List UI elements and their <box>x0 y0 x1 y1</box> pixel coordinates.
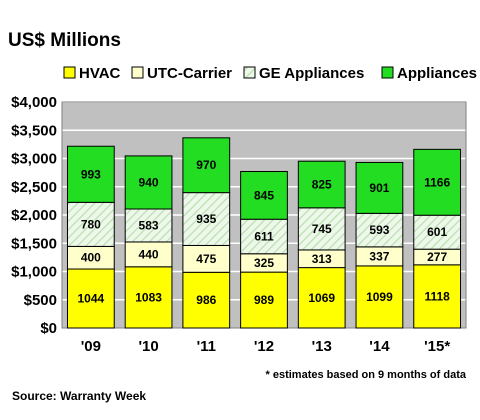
data-label-utc-carrier-14: 337 <box>369 249 389 263</box>
data-label-hvac-15: 1118 <box>424 289 450 303</box>
bar-appliances-14 <box>355 161 404 214</box>
data-label-ge-appliances-13: 745 <box>312 222 332 236</box>
y-tick-label: $3,500 <box>11 122 57 139</box>
legend-swatch-appliances <box>381 66 394 79</box>
bar-ge-appliances-12 <box>240 218 288 255</box>
bar-ge-appliances-13 <box>297 207 346 251</box>
x-tick-label: '13 <box>312 338 332 355</box>
data-label-hvac-14: 1099 <box>366 290 393 304</box>
bar-ge-appliances-09 <box>66 201 115 247</box>
y-tick-label: $2,000 <box>11 207 57 224</box>
data-label-hvac-11: 986 <box>196 293 216 307</box>
data-label-ge-appliances-15: 601 <box>427 225 447 239</box>
x-tick-label: '09 <box>81 338 101 355</box>
bar-ge-appliances-15 <box>413 214 462 250</box>
data-label-ge-appliances-09: 780 <box>81 217 101 231</box>
data-label-hvac-12: 989 <box>254 293 274 307</box>
x-tick-label: '10 <box>138 338 158 355</box>
y-tick-label: $3,000 <box>11 151 57 168</box>
data-label-utc-carrier-12: 325 <box>254 256 274 270</box>
data-label-hvac-13: 1069 <box>308 291 335 305</box>
x-tick-label: '14 <box>369 338 390 355</box>
bar-appliances-10 <box>124 155 173 210</box>
data-label-appliances-13: 825 <box>312 178 332 192</box>
data-label-ge-appliances-12: 611 <box>254 229 274 243</box>
legend-swatch-utc-carrier <box>131 66 144 79</box>
bar-utc-carrier-11 <box>182 244 231 273</box>
legend-label-appliances: Appliances <box>397 65 477 82</box>
legend-label-ge-appliances: GE Appliances <box>259 65 364 82</box>
y-tick-label: $4,000 <box>11 94 57 111</box>
bar-hvac-12 <box>240 271 288 329</box>
bar-hvac-10 <box>124 266 173 329</box>
bar-hvac-09 <box>66 268 115 329</box>
data-label-appliances-12: 845 <box>254 188 274 202</box>
y-tick-label: $500 <box>24 292 57 309</box>
data-label-appliances-10: 940 <box>139 175 159 189</box>
data-label-hvac-10: 1083 <box>135 290 162 304</box>
legend-label-utc-carrier: UTC-Carrier <box>147 65 232 82</box>
bar-ge-appliances-11 <box>182 192 231 246</box>
bar-hvac-13 <box>297 267 346 329</box>
x-tick-label: '12 <box>254 338 274 355</box>
bar-appliances-09 <box>66 145 115 203</box>
data-label-utc-carrier-13: 313 <box>312 252 332 266</box>
data-label-appliances-14: 901 <box>369 181 389 195</box>
data-label-appliances-15: 1166 <box>424 175 450 189</box>
bar-appliances-11 <box>182 137 231 194</box>
data-label-appliances-09: 993 <box>81 167 101 181</box>
bar-appliances-15 <box>413 148 462 216</box>
bar-appliances-13 <box>297 160 346 209</box>
data-label-utc-carrier-11: 475 <box>196 252 216 266</box>
legend: HVAC UTC-Carrier GE Appliances Appliances <box>63 65 477 82</box>
data-label-ge-appliances-10: 583 <box>139 218 159 232</box>
bar-ge-appliances-14 <box>355 212 404 248</box>
y-tick-label: $1,500 <box>11 235 57 252</box>
bar-hvac-15 <box>413 264 462 329</box>
x-tick-label: '15* <box>424 338 450 355</box>
y-tick-label: $0 <box>40 320 57 337</box>
data-label-ge-appliances-11: 935 <box>196 212 216 226</box>
legend-swatch-ge-appliances <box>243 66 256 79</box>
y-tick-label: $1,000 <box>11 264 57 281</box>
data-label-hvac-09: 1044 <box>78 292 105 306</box>
footnote: * estimates based on 9 months of data <box>266 369 467 381</box>
data-label-utc-carrier-10: 440 <box>139 247 159 261</box>
bar-appliances-12 <box>240 170 288 220</box>
legend-label-hvac: HVAC <box>79 65 121 82</box>
y-tick-label: $2,500 <box>11 179 57 196</box>
bar-hvac-11 <box>182 271 231 329</box>
bar-hvac-14 <box>355 265 404 329</box>
legend-swatch-hvac <box>63 66 76 79</box>
data-label-ge-appliances-14: 593 <box>369 223 389 237</box>
data-label-utc-carrier-15: 277 <box>427 250 447 264</box>
data-label-appliances-11: 970 <box>196 158 216 172</box>
data-label-utc-carrier-09: 400 <box>81 251 101 265</box>
source-note: Source: Warranty Week <box>12 389 146 403</box>
chart-title: US$ Millions <box>8 30 121 51</box>
plot-area: $0 $500 $1,000 $1,500 $2,000 $2,500 $3,000 $3,5… <box>11 94 467 355</box>
x-tick-label: '11 <box>197 338 216 355</box>
